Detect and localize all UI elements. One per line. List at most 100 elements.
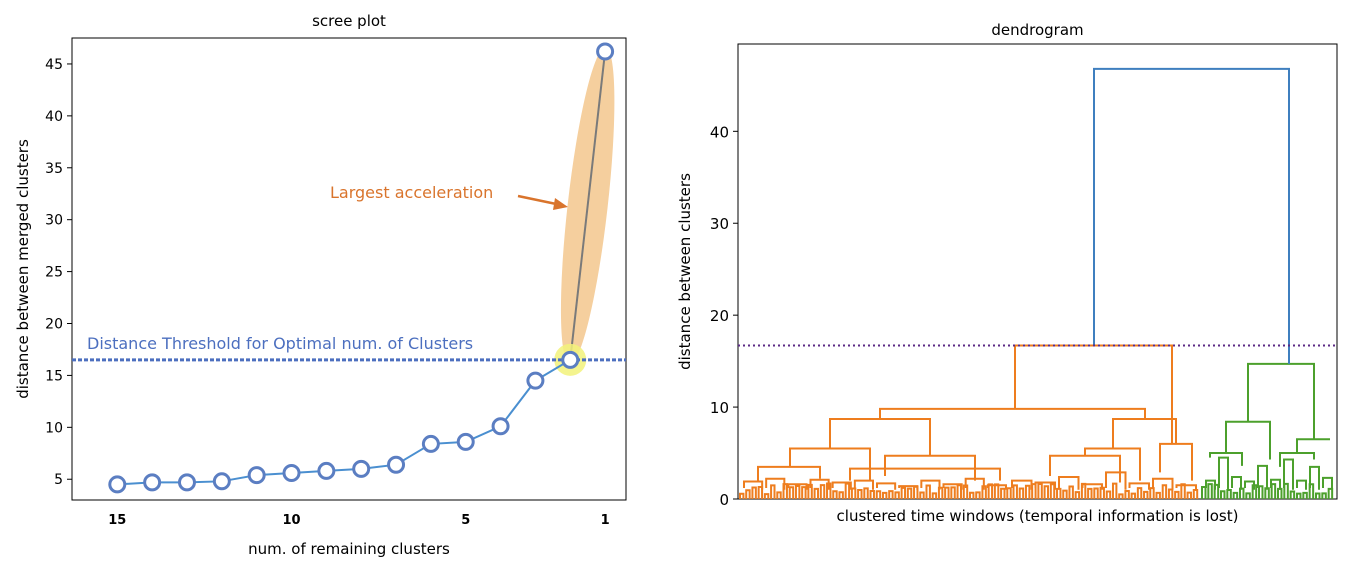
scree-point — [247, 466, 266, 485]
dendrogram-link — [1283, 458, 1294, 490]
dendrogram-title: dendrogram — [991, 21, 1083, 39]
dendrogram-link — [743, 480, 764, 490]
scree-y-tick-label: 15 — [45, 368, 63, 384]
largest-acceleration-label: Largest acceleration — [330, 183, 493, 202]
dendrogram-link — [944, 486, 950, 499]
distance-threshold-label: Distance Threshold for Optimal num. of C… — [87, 334, 473, 353]
dendrogram-link — [1037, 482, 1043, 499]
scree-plot-title: scree plot — [312, 12, 386, 30]
dendrogram-link — [801, 486, 807, 499]
dendrogram-link — [1205, 479, 1216, 490]
dendrogram-link — [1264, 487, 1270, 499]
dendrogram-link — [1226, 488, 1232, 499]
dendrogram-link — [1174, 490, 1180, 499]
dendrogram-link — [937, 486, 944, 499]
dendrogram-link — [1124, 490, 1130, 499]
scree-y-tick-label: 20 — [45, 317, 63, 333]
dendrogram-link — [1062, 489, 1068, 499]
dendrogram-link — [787, 483, 808, 490]
dendrogram-link — [1167, 488, 1174, 499]
dendrogram-link — [739, 492, 745, 499]
dendrogram-link — [1034, 481, 1056, 490]
scree-y-tick-label: 35 — [45, 161, 63, 177]
dendrogram-link — [900, 486, 907, 499]
dendrogram-link — [898, 485, 919, 490]
scree-point — [421, 434, 440, 453]
dendrogram-link — [1283, 482, 1289, 499]
scree-y-tick-label: 30 — [45, 213, 63, 229]
dendrogram-link — [1296, 479, 1307, 490]
dendrogram-y-axis-label: distance between clusters — [676, 173, 694, 370]
dendrogram-link — [1308, 483, 1315, 499]
dendrogram-link — [1213, 483, 1220, 499]
dendrogram-link — [969, 491, 975, 499]
dendrogram-link — [844, 482, 851, 499]
dendrogram-link — [1258, 485, 1264, 499]
dendrogram-link — [879, 407, 1146, 420]
dendrogram-link — [765, 477, 786, 490]
dendrogram-link — [1220, 490, 1226, 499]
dendrogram-link — [1207, 483, 1213, 499]
scree-y-tick-label: 10 — [45, 420, 63, 436]
scree-y-tick-label: 5 — [54, 472, 63, 488]
scree-point — [212, 472, 231, 491]
dendrogram-link — [1270, 483, 1277, 499]
dendrogram-y-tick-label: 0 — [719, 491, 729, 509]
dendrogram-link — [1056, 487, 1062, 499]
dendrogram-link — [931, 492, 938, 499]
scree-y-tick-label: 45 — [45, 57, 63, 73]
dendrogram-link — [794, 485, 801, 499]
dendrogram-y-tick-label: 10 — [710, 399, 729, 417]
dendrogram-link — [832, 490, 838, 499]
annotation-arrow-head — [553, 198, 568, 210]
dendrogram-link — [894, 491, 900, 499]
dendrogram-link — [993, 483, 1000, 499]
dendrogram-link — [788, 486, 795, 499]
dendrogram-link — [1000, 487, 1006, 499]
dendrogram-link — [1321, 492, 1327, 499]
largest-acceleration-segment — [569, 51, 607, 360]
dendrogram-link — [925, 484, 931, 499]
dendrogram-link — [888, 490, 894, 499]
dendrogram-link — [1244, 480, 1255, 490]
dendrogram-link — [1105, 471, 1127, 490]
scree-plot-frame — [71, 37, 627, 501]
dendrogram-link — [1068, 485, 1074, 499]
dendrogram-link — [1322, 476, 1333, 490]
dendrogram-link — [1031, 483, 1037, 499]
dendrogram-link — [1289, 490, 1296, 499]
dendrogram-link — [1209, 452, 1243, 466]
dendrogram-link — [1302, 491, 1308, 499]
dendrogram-link — [1006, 487, 1012, 499]
dendrogram-link — [919, 491, 925, 499]
dendrogram-link — [776, 491, 782, 499]
dendrogram-link — [1111, 482, 1118, 499]
dendrogram-link — [849, 467, 1001, 481]
dendrogram-link — [1247, 362, 1315, 440]
dendrogram-link — [1192, 489, 1199, 499]
dendrogram-link — [875, 490, 882, 499]
dendrogram-link — [1180, 483, 1186, 499]
dendrogram-link — [853, 479, 874, 490]
dendrogram-link — [1081, 483, 1103, 490]
scree-y-tick-label: 25 — [45, 265, 63, 281]
scree-point — [387, 455, 406, 474]
dendrogram-link — [1161, 484, 1168, 499]
dendrogram-link — [831, 481, 852, 490]
dendrogram-link — [869, 490, 875, 499]
dendrogram-link — [1143, 490, 1149, 499]
dendrogram-link — [751, 486, 757, 499]
dendrogram-link — [1118, 493, 1124, 499]
scree-point — [108, 475, 127, 494]
dendrogram-link — [987, 483, 994, 499]
dendrogram-link — [1105, 490, 1112, 499]
dendrogram-link — [838, 491, 844, 499]
scree-point — [561, 350, 580, 369]
dendrogram-link — [813, 487, 820, 499]
annotation-arrow-shaft — [517, 194, 562, 207]
dendrogram-link — [1149, 487, 1155, 499]
dendrogram-link — [1093, 487, 1099, 499]
dendrogram-link — [1087, 487, 1093, 499]
dendrogram-x-axis-label: clustered time windows (temporal informa… — [837, 507, 1239, 525]
